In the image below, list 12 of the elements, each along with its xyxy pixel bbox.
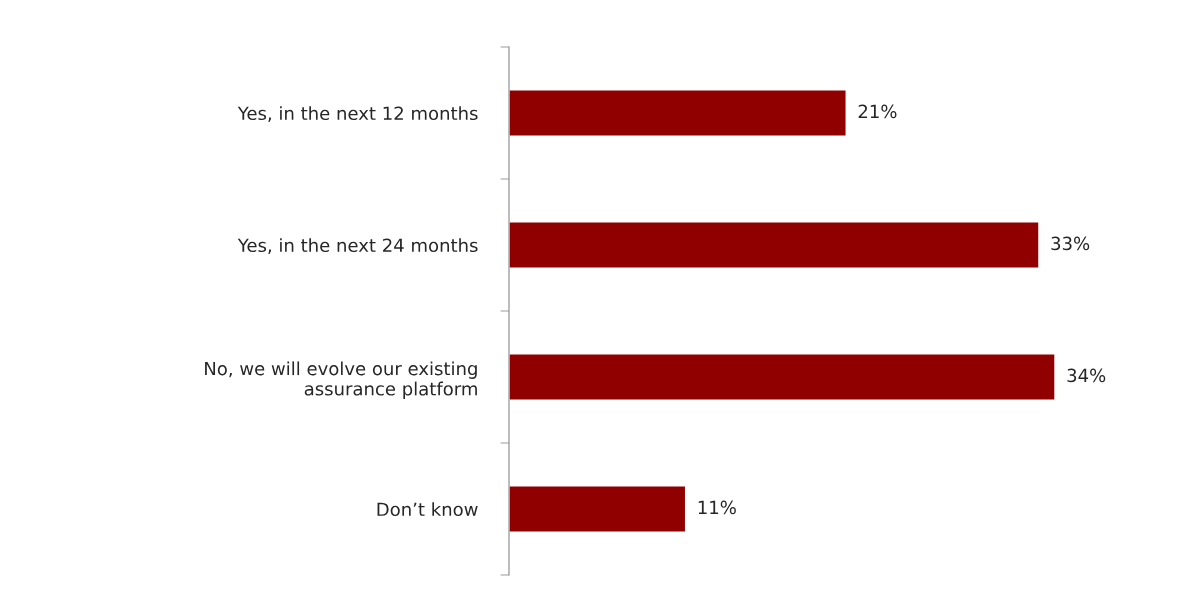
bar	[509, 353, 1056, 401]
y-tick-label: Yes, in the next 12 months	[237, 106, 478, 122]
data-label: 21%	[858, 104, 897, 119]
y-tick-label: Yes, in the next 24 months	[237, 238, 478, 254]
y-tick-label: Don’t know	[377, 502, 478, 517]
data-label: 33%	[1051, 236, 1090, 251]
data-label: 34%	[1067, 368, 1106, 383]
data-label: 11%	[698, 500, 736, 515]
bar	[509, 485, 687, 533]
bar	[509, 221, 1040, 269]
y-tick-label: No, we will evolve our existing assurance platform	[205, 361, 477, 400]
bar	[509, 89, 847, 137]
